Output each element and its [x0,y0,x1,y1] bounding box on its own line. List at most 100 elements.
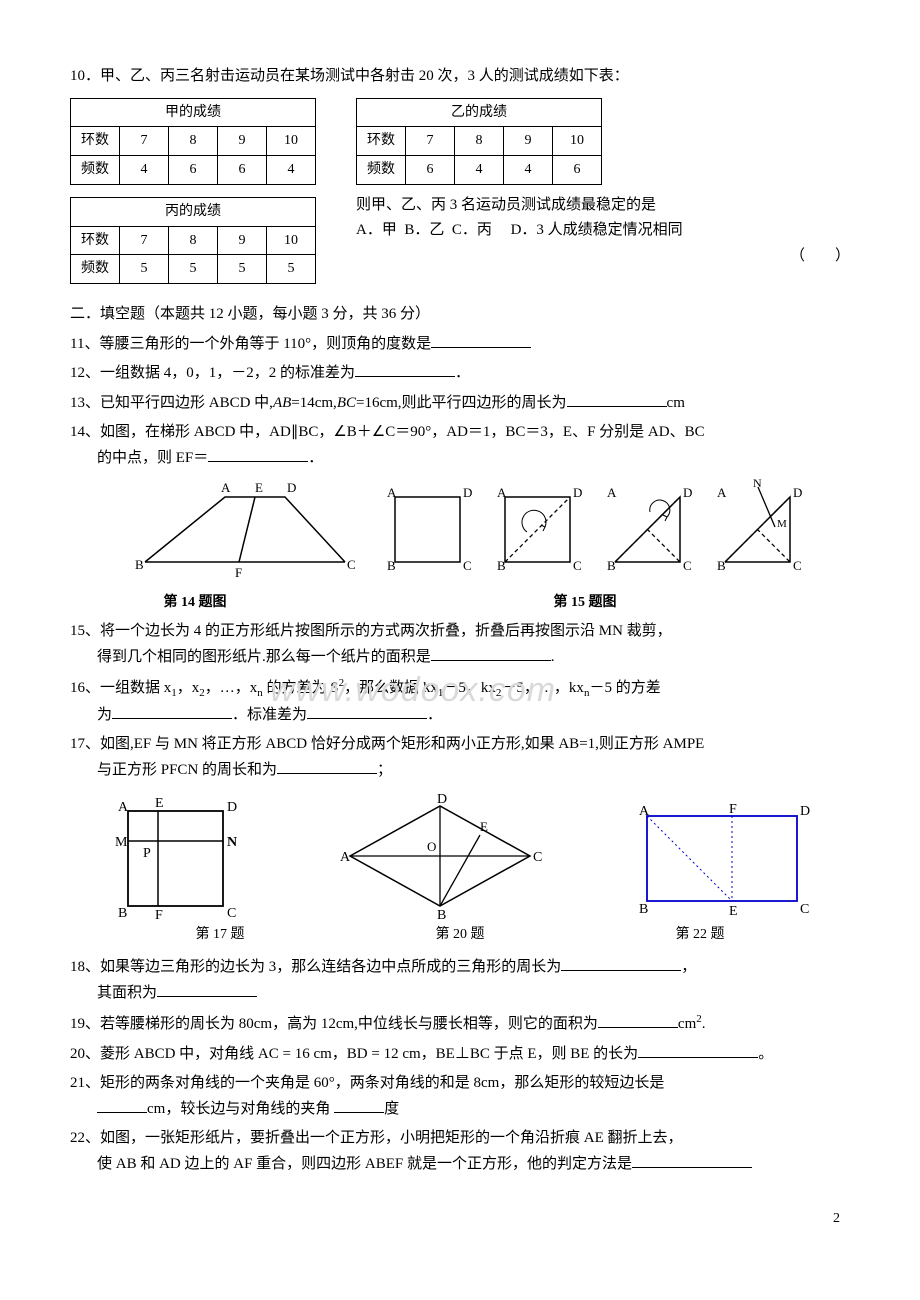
svg-text:B: B [118,906,127,921]
blank [157,981,257,997]
svg-text:E: E [255,480,263,495]
svg-text:D: D [800,804,810,819]
q10-right: 则甲、乙、丙 3 名运动员测试成绩最稳定的是 A．甲 B．乙 C．丙 D．3 人… [356,193,850,270]
svg-text:E: E [480,819,488,834]
svg-text:D: D [793,485,802,500]
svg-text:B: B [639,902,648,917]
svg-text:N: N [227,835,237,850]
blank [561,955,681,971]
svg-text:B: B [437,908,446,921]
svg-text:E: E [155,796,164,811]
q10-options: A．甲 B．乙 C．丙 D．3 人成绩稳定情况相同 [356,218,850,244]
svg-text:C: C [793,558,802,573]
caption-row-2: 第 17 题 第 20 题 第 22 题 [70,923,850,947]
svg-text:A: A [717,485,727,500]
blank [277,758,377,774]
blank [307,703,427,719]
q15: 15、将一个边长为 4 的正方形纸片按图所示的方式两次折叠，折叠后再按图示沿 M… [70,619,850,670]
svg-text:C: C [227,906,236,921]
q13: 13、已知平行四边形 ABCD 中,AB=14cm,BC=16cm,则此平行四边… [70,391,850,417]
cap14: 第 14 题图 [70,591,320,615]
svg-text:B: B [607,558,616,573]
blank [598,1012,678,1028]
fig17-svg: A E D M P N B F C [103,791,253,921]
svg-text:M: M [777,518,787,530]
svg-text:A: A [118,800,129,815]
svg-text:D: D [227,800,237,815]
fig14-svg: A E D B F C [115,477,365,587]
q19: 19、若等腰梯形的周长为 80cm，高为 12cm,中位线长与腰长相等，则它的面… [70,1010,850,1038]
q17: 17、如图,EF 与 MN 将正方形 ABCD 恰好分成两个矩形和两小正方形,如… [70,732,850,783]
svg-text:B: B [135,557,144,572]
section2-head: 二．填空题（本题共 12 小题，每小题 3 分，共 36 分） [70,302,850,328]
blank [431,645,551,661]
table-bing-title: 丙的成绩 [71,197,316,226]
blank [638,1042,758,1058]
svg-text:C: C [683,558,692,573]
svg-text:B: B [497,558,506,573]
svg-text:M: M [115,835,128,850]
q14: 14、如图，在梯形 ABCD 中，AD∥BC，∠B＋∠C＝90°，AD＝1，BC… [70,420,850,471]
svg-text:A: A [639,804,650,819]
table-jia-title: 甲的成绩 [71,98,316,127]
svg-text:C: C [573,558,582,573]
svg-text:A: A [340,850,351,865]
q10-tables-row1: 甲的成绩 环数 7 8 9 10 频数 4 6 6 4 乙的成绩 环数 7 8 … [70,94,850,193]
svg-text:D: D [437,792,447,807]
svg-text:A: A [221,480,231,495]
blank [208,446,308,462]
table-jia: 甲的成绩 环数 7 8 9 10 频数 4 6 6 4 [70,98,316,185]
svg-text:E: E [729,904,738,919]
svg-text:F: F [155,908,163,921]
svg-text:B: B [717,558,726,573]
fig15a-svg: A D B C [375,477,475,587]
svg-text:D: D [463,485,472,500]
fig15c-svg: A D B C [595,477,695,587]
svg-text:A: A [607,485,617,500]
q20: 20、菱形 ABCD 中，对角线 AC = 16 cm，BD = 12 cm，B… [70,1042,850,1068]
q18: 18、如果等边三角形的边长为 3，那么连结各边中点所成的三角形的周长为， 其面积… [70,955,850,1006]
svg-text:F: F [235,565,242,580]
q21: 21、矩形的两条对角线的一个夹角是 60°，两条对角线的和是 8cm，那么矩形的… [70,1071,850,1122]
q11: 11、等腰三角形的一个外角等于 110°，则顶角的度数是 [70,332,850,358]
page-number: 2 [70,1207,850,1231]
fig22-svg: A F D B E C [627,801,817,921]
fig15b-svg: A D B C [485,477,585,587]
svg-text:C: C [533,850,542,865]
fig15d-svg: A N D M B C [705,477,805,587]
svg-text:A: A [497,485,507,500]
q10-stem: 10．甲、乙、丙三名射击运动员在某场测试中各射击 20 次，3 人的测试成绩如下… [70,64,850,90]
blank [567,391,667,407]
svg-text:F: F [729,802,737,817]
blank [632,1152,752,1168]
svg-text:C: C [463,558,472,573]
q10-paren: （ ） [790,244,850,270]
q16: 16、一组数据 x1，x2，…，xn 的方差为 S2，那么数据 kx1－5，kx… [70,674,850,728]
fig-row-17-20-22: A E D M P N B F C A D C B O E A F D B E … [70,791,850,921]
q10-right-text: 则甲、乙、丙 3 名运动员测试成绩最稳定的是 [356,193,850,219]
svg-text:B: B [387,558,396,573]
svg-text:O: O [427,839,436,854]
blank [355,361,455,377]
svg-text:D: D [573,485,582,500]
svg-text:C: C [800,902,809,917]
svg-text:C: C [347,557,356,572]
svg-text:N: N [753,477,762,490]
svg-text:D: D [683,485,692,500]
blank [97,1097,147,1113]
svg-text:A: A [387,485,397,500]
blank [431,332,531,348]
blank [112,703,232,719]
table-bing: 丙的成绩 环数 7 8 9 10 频数 5 5 5 5 [70,197,316,284]
q22: 22、如图，一张矩形纸片，要折叠出一个正方形，小明把矩形的一个角沿折痕 AE 翻… [70,1126,850,1177]
table-yi-title: 乙的成绩 [357,98,602,127]
fig-row-14-15: A E D B F C A D B C A D B C A D B C [70,477,850,587]
svg-text:P: P [143,846,151,861]
cap15: 第 15 题图 [320,591,850,615]
q10-tables-row2: 丙的成绩 环数 7 8 9 10 频数 5 5 5 5 则甲、乙、丙 3 名运动… [70,193,850,292]
table-yi: 乙的成绩 环数 7 8 9 10 频数 6 4 4 6 [356,98,602,185]
blank [334,1097,384,1113]
svg-text:D: D [287,480,296,495]
q12: 12、一组数据 4，0，1，－2，2 的标准差为． [70,361,850,387]
fig20-svg: A D C B O E [320,791,560,921]
